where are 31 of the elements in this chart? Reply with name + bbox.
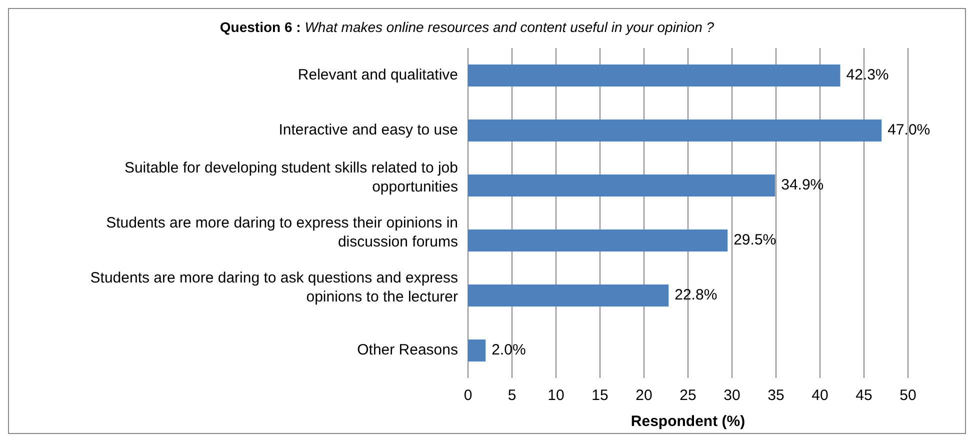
bar xyxy=(468,120,882,142)
x-tick-label: 35 xyxy=(768,387,784,404)
bar xyxy=(468,230,728,252)
x-tick-label: 0 xyxy=(464,387,472,404)
y-tick-label: Students are more daring to express their opinions in discussion forums xyxy=(106,214,458,250)
data-label: 34.9% xyxy=(781,176,824,194)
chart-title: Question 6 : What makes online resources and content useful in your opinion ? xyxy=(220,19,714,35)
y-tick-label: Students are more daring to ask questions and express opinions to the lecturer xyxy=(90,269,458,306)
x-tick-label: 25 xyxy=(680,387,696,404)
x-tick-label: 40 xyxy=(812,387,828,404)
x-tick-label: 30 xyxy=(724,387,740,404)
data-label: 42.3% xyxy=(846,66,889,84)
y-tick-label: Interactive and easy to use xyxy=(278,121,458,138)
x-tick-label: 15 xyxy=(592,387,608,404)
data-label: 29.5% xyxy=(734,231,776,248)
x-tick-label: 5 xyxy=(508,387,516,404)
y-tick-label: Relevant and qualitative xyxy=(298,66,458,84)
x-tick-label: 50 xyxy=(900,387,916,404)
x-tick-label: 20 xyxy=(636,387,652,404)
bar xyxy=(468,64,840,86)
data-label: 2.0% xyxy=(492,341,526,358)
data-label: 47.0% xyxy=(888,121,930,138)
x-tick-label: 10 xyxy=(548,387,564,404)
x-tick-label: 45 xyxy=(856,387,872,404)
bar xyxy=(468,284,669,306)
x-axis-title: Respondent (%) xyxy=(630,413,746,430)
bar xyxy=(468,340,486,362)
y-tick-label: Other Reasons xyxy=(357,341,458,358)
data-label: 22.8% xyxy=(674,286,718,304)
y-tick-label: Suitable for developing student skills related to job opportunities xyxy=(124,159,458,196)
bar xyxy=(468,174,776,196)
